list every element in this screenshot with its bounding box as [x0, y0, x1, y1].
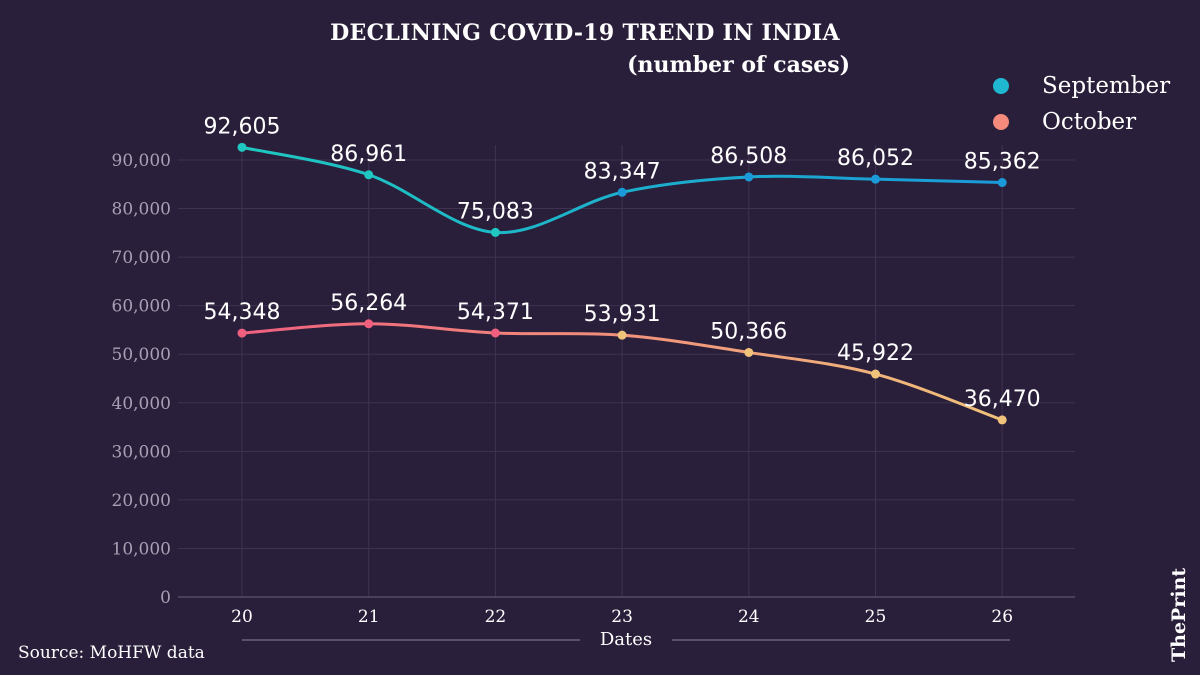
data-point	[364, 170, 374, 180]
y-tick-label: 20,000	[112, 491, 171, 511]
y-tick-label: 60,000	[112, 297, 171, 317]
data-label: 36,470	[964, 387, 1041, 412]
y-tick-label: 40,000	[112, 394, 171, 414]
data-label: 53,931	[584, 302, 661, 327]
y-tick-label: 0	[160, 588, 171, 608]
legend: September October	[968, 68, 1170, 140]
data-label: 75,083	[457, 199, 534, 224]
data-label: 92,605	[204, 114, 281, 139]
data-point	[237, 142, 247, 152]
x-tick-label: 25	[865, 607, 887, 627]
data-point	[871, 174, 880, 184]
data-point	[617, 187, 627, 197]
data-label: 86,508	[710, 144, 787, 169]
data-point	[997, 415, 1007, 425]
data-point	[617, 330, 627, 340]
legend-item-september: September	[968, 68, 1170, 104]
data-point	[997, 178, 1007, 188]
data-label: 54,371	[457, 300, 534, 325]
x-axis-title: Dates	[600, 629, 652, 650]
legend-swatch-september	[970, 78, 1032, 94]
x-tick-label: 22	[485, 607, 507, 627]
x-tick-label: 20	[231, 607, 253, 627]
y-tick-label: 50,000	[112, 345, 171, 365]
x-tick-label: 24	[738, 607, 760, 627]
legend-label: September	[1042, 73, 1171, 99]
chart-title: DECLINING COVID-19 TREND IN INDIA	[330, 20, 840, 46]
data-label: 86,961	[330, 142, 407, 167]
source-note: Source: MoHFW data	[18, 643, 205, 663]
data-point	[871, 369, 880, 379]
data-point	[744, 347, 754, 357]
data-label: 50,366	[710, 319, 787, 344]
chart-subtitle: (number of cases)	[627, 52, 850, 78]
data-label: 54,348	[204, 300, 281, 325]
x-tick-label: 21	[358, 607, 380, 627]
data-label: 83,347	[584, 159, 661, 184]
theprint-logo: ThePrint	[1168, 567, 1190, 662]
y-tick-label: 80,000	[112, 200, 171, 220]
data-label: 85,362	[964, 150, 1041, 175]
y-tick-label: 10,000	[112, 539, 171, 559]
data-label: 45,922	[837, 341, 914, 366]
y-tick-label: 70,000	[112, 248, 171, 268]
data-point	[237, 328, 247, 338]
legend-item-october: October	[968, 104, 1170, 140]
y-tick-label: 90,000	[112, 151, 171, 171]
data-point	[490, 328, 500, 338]
data-point	[490, 227, 500, 237]
data-label: 86,052	[837, 146, 914, 171]
y-tick-label: 30,000	[112, 442, 171, 462]
data-label: 56,264	[330, 291, 407, 316]
x-tick-label: 23	[611, 607, 633, 627]
data-point	[744, 172, 754, 182]
data-point	[364, 319, 374, 329]
legend-label: October	[1042, 109, 1137, 135]
x-tick-label: 26	[991, 607, 1013, 627]
legend-swatch-october	[970, 114, 1032, 130]
